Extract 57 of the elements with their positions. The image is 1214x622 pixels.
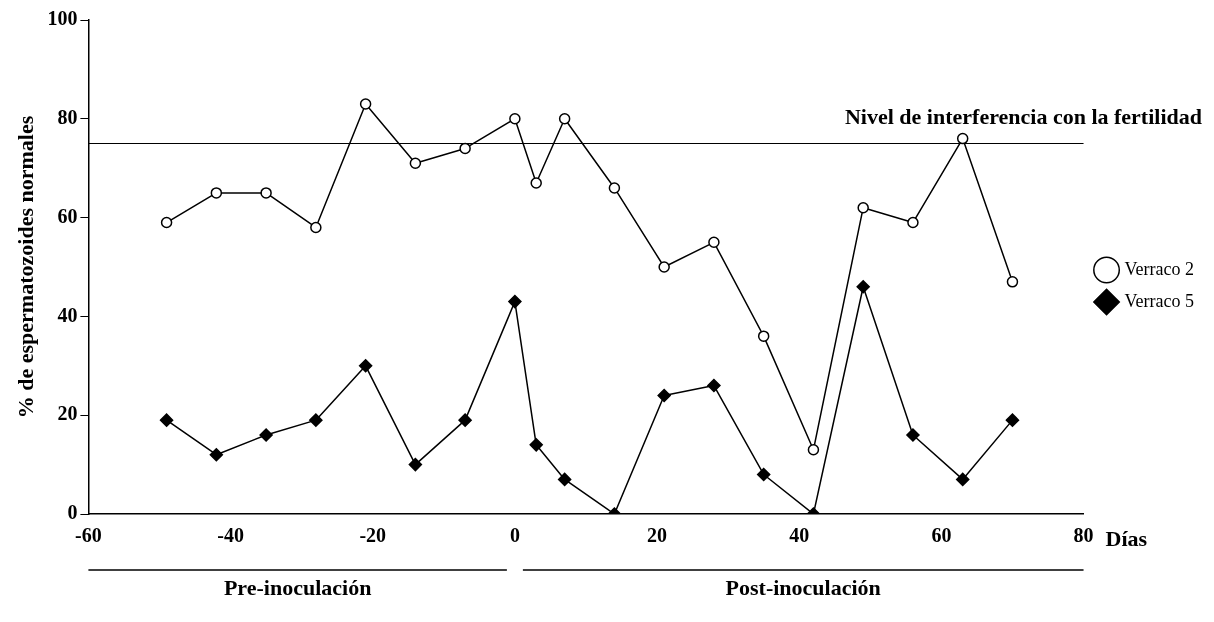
x-tick-label: -60 bbox=[75, 524, 102, 547]
point bbox=[209, 447, 224, 462]
y-tick-label: 80 bbox=[57, 105, 78, 128]
point bbox=[857, 201, 869, 214]
point bbox=[159, 413, 174, 427]
point bbox=[658, 261, 670, 273]
point bbox=[1005, 413, 1020, 427]
point bbox=[508, 294, 522, 309]
text: Post-inoculación bbox=[725, 574, 881, 600]
point bbox=[530, 177, 542, 189]
ref-line-label: Nivel de interferencia con la fertilidad bbox=[844, 104, 1202, 130]
point bbox=[707, 378, 721, 393]
y-tick-label: 20 bbox=[57, 402, 78, 425]
y-tick-label: 60 bbox=[57, 204, 78, 227]
point bbox=[608, 182, 621, 194]
point bbox=[259, 428, 273, 442]
x-tick-label: -40 bbox=[217, 524, 244, 547]
point bbox=[757, 330, 770, 342]
point bbox=[529, 438, 543, 452]
x-tick-label: -20 bbox=[359, 524, 387, 547]
point bbox=[1006, 276, 1019, 288]
point bbox=[558, 113, 571, 125]
point bbox=[260, 187, 272, 199]
point bbox=[310, 221, 322, 234]
y-axis-title: % de espermatozoides normales bbox=[12, 115, 38, 419]
point bbox=[955, 472, 970, 487]
x-axis-title: Días bbox=[1105, 525, 1148, 551]
point bbox=[956, 132, 969, 145]
point bbox=[509, 113, 521, 125]
y-tick-label: 40 bbox=[57, 303, 78, 326]
y-tick-label: 100 bbox=[47, 7, 78, 30]
point bbox=[906, 428, 920, 442]
text: Pre-inoculación bbox=[223, 574, 372, 600]
point bbox=[807, 444, 820, 456]
x-tick-label: 0 bbox=[509, 524, 520, 547]
point bbox=[459, 142, 471, 155]
point bbox=[458, 413, 472, 427]
point bbox=[708, 236, 720, 249]
point bbox=[557, 472, 572, 487]
x-tick-label: 60 bbox=[931, 524, 952, 547]
point bbox=[756, 467, 771, 482]
legend-label: Verraco 2 bbox=[1124, 258, 1195, 279]
point bbox=[160, 216, 173, 229]
point bbox=[309, 413, 323, 427]
x-tick-label: 80 bbox=[1073, 524, 1094, 547]
point bbox=[907, 216, 919, 229]
point bbox=[210, 187, 223, 199]
x-tick-label: 40 bbox=[789, 524, 810, 547]
point bbox=[657, 388, 671, 403]
point bbox=[358, 359, 373, 373]
point bbox=[409, 157, 422, 170]
point bbox=[856, 280, 870, 294]
y-tick-label: 0 bbox=[67, 501, 78, 524]
x-tick-label: 20 bbox=[647, 524, 668, 547]
legend-label: Verraco 5 bbox=[1124, 290, 1195, 311]
point bbox=[359, 98, 372, 110]
point bbox=[408, 457, 423, 472]
